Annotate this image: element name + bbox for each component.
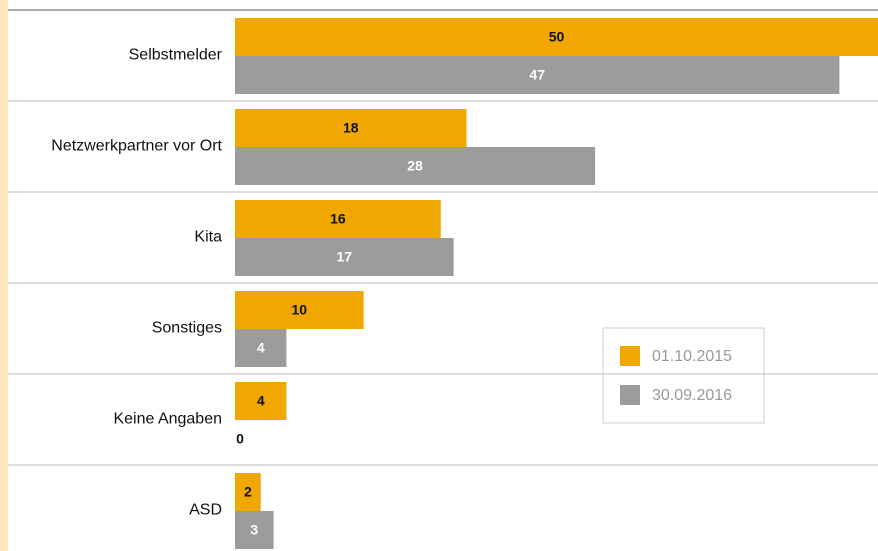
side-strip bbox=[0, 0, 8, 551]
bar bbox=[235, 291, 364, 329]
category-label: Netzwerkpartner vor Ort bbox=[51, 138, 222, 155]
value-label: 0 bbox=[236, 431, 244, 447]
category-label: ASD bbox=[189, 502, 222, 519]
bar bbox=[235, 473, 261, 511]
bar bbox=[235, 329, 287, 367]
category-label: Selbstmelder bbox=[129, 47, 223, 64]
bar bbox=[235, 200, 441, 238]
category-label: Sonstiges bbox=[152, 320, 222, 337]
bar bbox=[235, 56, 840, 94]
bar bbox=[235, 238, 454, 276]
legend-swatch bbox=[620, 385, 640, 405]
bar bbox=[235, 511, 274, 549]
value-label: 10 bbox=[292, 302, 308, 318]
bar bbox=[235, 18, 878, 56]
bar bbox=[235, 147, 596, 185]
value-label: 3 bbox=[250, 522, 258, 538]
legend-swatch bbox=[620, 346, 640, 366]
category-label: Kita bbox=[194, 229, 222, 246]
bar bbox=[235, 382, 287, 420]
value-label: 2 bbox=[244, 484, 252, 500]
value-label: 4 bbox=[257, 340, 265, 356]
bar bbox=[235, 109, 467, 147]
value-label: 17 bbox=[337, 249, 353, 265]
value-label: 47 bbox=[529, 67, 545, 83]
value-label: 18 bbox=[343, 120, 359, 136]
value-label: 50 bbox=[549, 29, 565, 45]
value-label: 16 bbox=[330, 211, 346, 227]
legend-box bbox=[602, 327, 765, 424]
legend-label: 30.09.2016 bbox=[652, 387, 732, 404]
value-label: 28 bbox=[407, 158, 423, 174]
category-label: Keine Angaben bbox=[113, 411, 222, 428]
legend-label: 01.10.2015 bbox=[652, 348, 732, 365]
value-label: 4 bbox=[257, 393, 265, 409]
